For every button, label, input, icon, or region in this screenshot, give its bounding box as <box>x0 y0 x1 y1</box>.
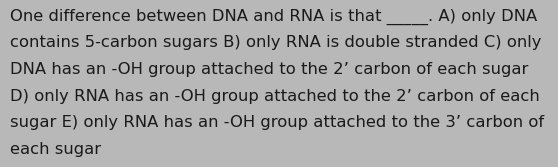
Text: contains 5-carbon sugars B) only RNA is double stranded C) only: contains 5-carbon sugars B) only RNA is … <box>10 35 542 50</box>
Text: D) only RNA has an -OH group attached to the 2’ carbon of each: D) only RNA has an -OH group attached to… <box>10 89 540 104</box>
Text: sugar E) only RNA has an -OH group attached to the 3’ carbon of: sugar E) only RNA has an -OH group attac… <box>10 115 544 130</box>
Text: One difference between DNA and RNA is that _____. A) only DNA: One difference between DNA and RNA is th… <box>10 8 537 25</box>
Text: DNA has an -OH group attached to the 2’ carbon of each sugar: DNA has an -OH group attached to the 2’ … <box>10 62 528 77</box>
Text: each sugar: each sugar <box>10 142 101 157</box>
